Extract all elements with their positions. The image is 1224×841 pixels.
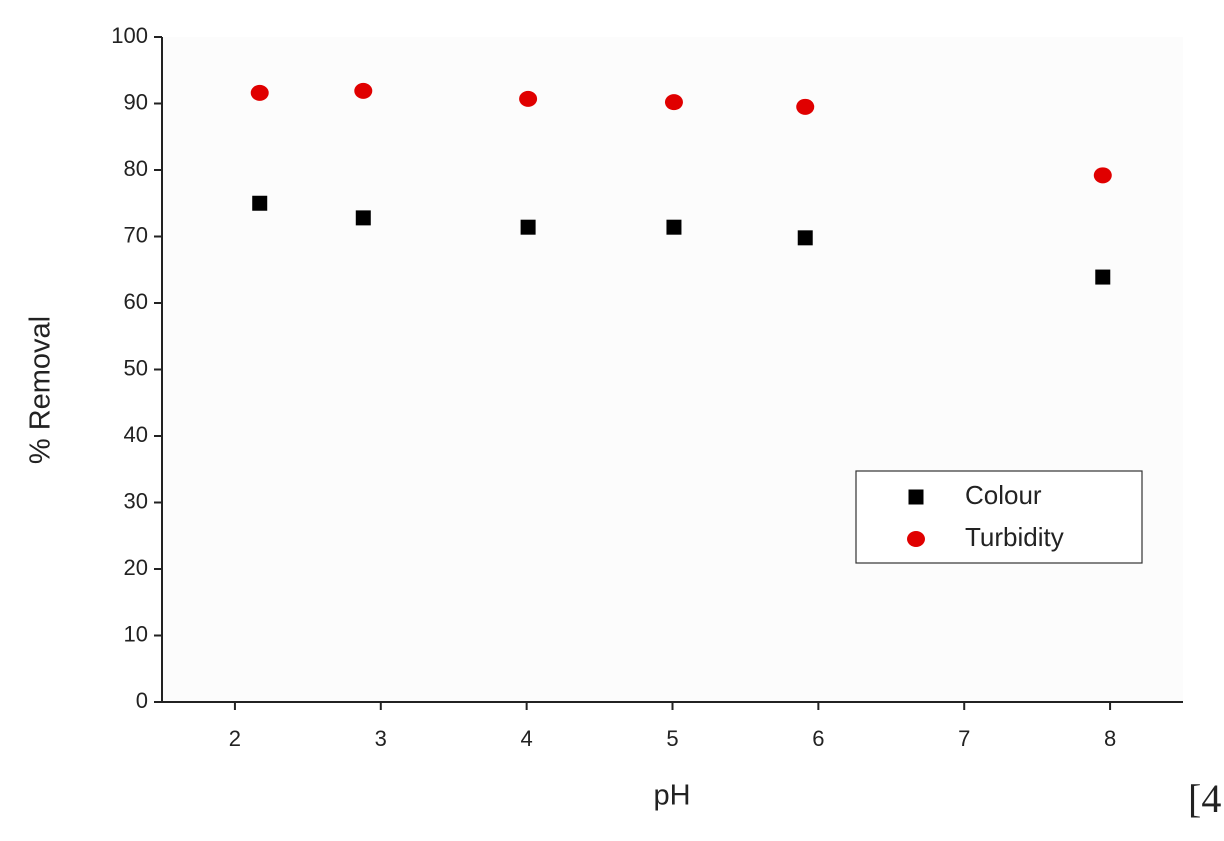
y-tick-label: 100 [111, 23, 148, 48]
point [519, 90, 538, 107]
legend-label: Colour [965, 480, 1042, 510]
legend-box [855, 470, 1143, 564]
legend-marker [908, 489, 924, 505]
plot-area [162, 37, 1183, 702]
x-tick-label: 6 [812, 726, 824, 751]
x-tick-label: 5 [666, 726, 678, 751]
point [797, 230, 813, 246]
point [664, 94, 683, 111]
point [252, 195, 268, 211]
point [1095, 269, 1111, 285]
point [250, 84, 269, 101]
x-tick-label: 3 [375, 726, 387, 751]
y-tick-label: 90 [124, 89, 148, 114]
y-tick-label: 80 [124, 156, 148, 181]
point [796, 98, 815, 115]
y-tick-label: 70 [124, 222, 148, 247]
point [666, 219, 682, 235]
point [1093, 167, 1112, 184]
legend-marker [907, 531, 925, 547]
citation: [4 [1188, 776, 1221, 821]
x-tick-label: 2 [229, 726, 241, 751]
x-tick-label: 7 [958, 726, 970, 751]
y-tick-label: 20 [124, 555, 148, 580]
y-tick-label: 0 [136, 688, 148, 713]
x-tick-label: 4 [521, 726, 533, 751]
y-tick-label: 30 [124, 488, 148, 513]
y-tick-label: 10 [124, 621, 148, 646]
legend-label: Turbidity [965, 522, 1064, 552]
y-tick-label: 40 [124, 422, 148, 447]
point [355, 210, 371, 226]
y-tick-label: 60 [124, 289, 148, 314]
point [520, 219, 536, 235]
point [354, 82, 373, 99]
y-axis-title: % Removal [25, 316, 57, 464]
x-axis-title: pH [653, 780, 690, 812]
x-tick-label: 8 [1104, 726, 1116, 751]
y-tick-label: 50 [124, 355, 148, 380]
